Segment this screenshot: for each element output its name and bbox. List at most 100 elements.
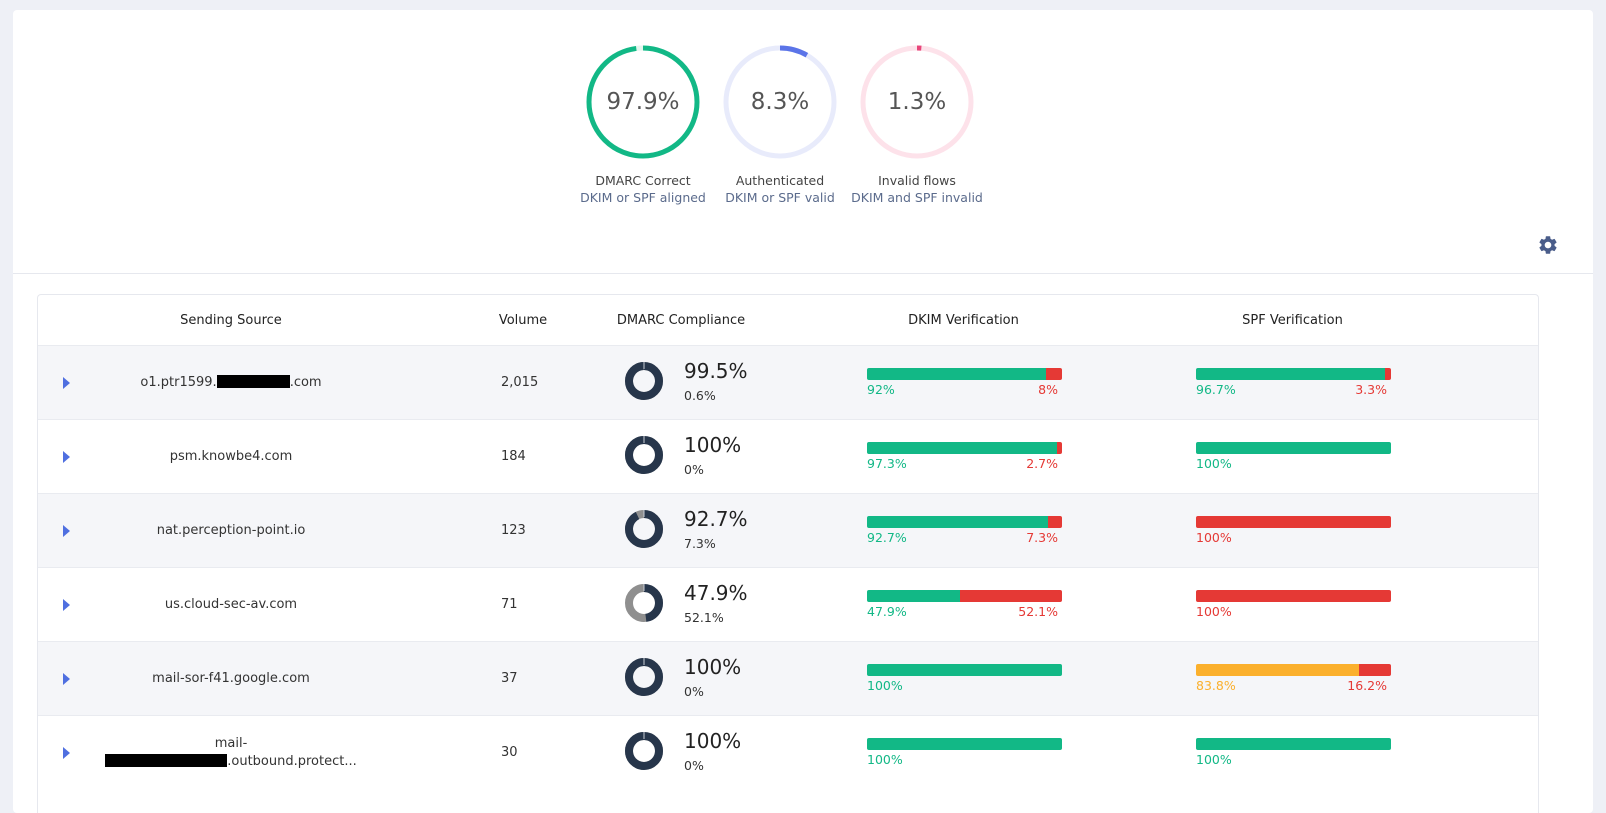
donut-pass-segment [625,658,663,696]
gauge-title: Authenticated [735,173,825,188]
compliance-donut [625,510,663,548]
dkim-bar [867,516,1062,528]
compliance-donut [625,436,663,474]
bar-fail-segment [1046,368,1062,380]
bar-fail-segment [1056,442,1062,454]
volume-cell: 71 [501,597,518,612]
compliance-donut [625,732,663,770]
bar-pass-segment [867,368,1047,380]
gauge-percentage: 97.9% [606,89,680,115]
expand-caret-icon[interactable] [63,673,70,685]
donut-pass-segment [625,436,663,474]
gauge-title: Invalid flows [878,173,956,188]
table-row[interactable]: nat.perception-point.io 123 92.7% 7.3% 92.7%… [38,493,1538,567]
gauge-ring [723,45,837,159]
donut-pass-segment [625,510,663,548]
dkim-bar [867,664,1062,676]
bar-pass-segment [1196,590,1391,602]
header-spf-verification[interactable]: SPF Verification [1242,313,1343,328]
table-row[interactable]: psm.knowbe4.com 184 100% 0% 97.3% 2.7% 100% [38,419,1538,493]
bar-fail-segment [1359,664,1391,676]
source-name: nat.perception-point.io [156,523,306,538]
table-row[interactable]: us.cloud-sec-av.com 71 47.9% 52.1% 47.9% 52.1… [38,567,1538,641]
compliance-percentage: 100% [684,433,742,457]
compliance-donut [625,658,663,696]
table-row[interactable]: mail- .outbound.protect... 30 100% 0% 100% 100… [38,715,1538,789]
dkim-fail-label: 2.7% [1026,456,1058,471]
gauge-arc [723,45,837,159]
dkim-pass-label: 97.3% [867,456,907,471]
compliance-fail-percentage: 52.1% [684,610,724,625]
spf-pass-label: 96.7% [1196,382,1236,397]
dkim-fail-label: 52.1% [1018,604,1058,619]
compliance-percentage: 99.5% [684,359,748,383]
header-dkim-verification[interactable]: DKIM Verification [908,313,1019,328]
expand-caret-icon[interactable] [63,599,70,611]
spf-pass-label: 83.8% [1196,678,1236,693]
compliance-donut [625,362,663,400]
compliance-fail-percentage: 0% [684,684,704,699]
compliance-percentage: 92.7% [684,507,748,531]
donut-pass-segment [625,732,663,770]
table-header: Sending Source Volume DMARC Compliance D… [38,295,1538,345]
gauge-percentage: 1.3% [887,89,947,115]
gear-icon[interactable] [1537,234,1559,256]
gauge-title: DMARC Correct [595,173,691,188]
expand-caret-icon[interactable] [63,747,70,759]
bar-pass-segment [1196,516,1391,528]
source-name: psm.knowbe4.com [169,449,293,464]
header-dmarc-compliance[interactable]: DMARC Compliance [616,313,746,328]
sending-sources-table: Sending Source Volume DMARC Compliance D… [37,294,1539,813]
bar-fail-segment [1384,368,1391,380]
gauge-ring [860,45,974,159]
spf-fail-label: 3.3% [1355,382,1387,397]
compliance-fail-percentage: 0% [684,758,704,773]
spf-bar [1196,590,1391,602]
bar-pass-segment [1196,368,1385,380]
sending-source-cell: mail- .outbound.protect... [98,716,364,790]
spf-pass-label: 100% [1196,604,1232,619]
compliance-percentage: 100% [684,729,742,753]
table-row[interactable]: o1.ptr1599. .com 2,015 99.5% 0.6% 92% 8% 96.7% 3… [38,345,1538,419]
dkim-pass-label: 92% [867,382,895,397]
compliance-fail-percentage: 0.6% [684,388,716,403]
bar-pass-segment [867,516,1048,528]
expand-caret-icon[interactable] [63,377,70,389]
donut-pass-segment [625,362,663,400]
dkim-pass-label: 92.7% [867,530,907,545]
dkim-bar [867,590,1062,602]
dkim-fail-label: 7.3% [1026,530,1058,545]
bar-fail-segment [960,590,1062,602]
volume-cell: 184 [501,449,526,464]
gauge-ring [586,45,700,159]
gauge-subtitle: DKIM or SPF aligned [580,190,706,205]
spf-bar [1196,664,1391,676]
source-name: mail-sor-f41.google.com [152,671,310,686]
redacted-block [216,375,290,388]
bar-pass-segment [1196,442,1391,454]
header-sending-source[interactable]: Sending Source [180,313,282,328]
sending-source-cell: mail-sor-f41.google.com [98,642,364,716]
header-volume[interactable]: Volume [498,313,548,328]
gauge-arc [586,45,700,159]
table-row[interactable]: mail-sor-f41.google.com 37 100% 0% 100% 83.8%… [38,641,1538,715]
expand-caret-icon[interactable] [63,451,70,463]
volume-cell: 2,015 [501,375,539,390]
sending-source-cell: nat.perception-point.io [98,494,364,568]
spf-bar [1196,368,1391,380]
gauge-percentage: 8.3% [750,89,810,115]
spf-fail-label: 16.2% [1347,678,1387,693]
sending-source-cell: psm.knowbe4.com [98,420,364,494]
gauge-dmarc-correct: 97.9% DMARC Correct DKIM or SPF aligned [568,42,718,206]
volume-cell: 30 [501,745,518,760]
spf-pass-label: 100% [1196,530,1232,545]
bar-pass-segment [867,664,1062,676]
compliance-percentage: 100% [684,655,742,679]
source-name: o1.ptr1599. .com [140,375,322,390]
sending-source-cell: us.cloud-sec-av.com [98,568,364,642]
expand-caret-icon[interactable] [63,525,70,537]
gauge-invalid-flows: 1.3% Invalid flows DKIM and SPF invalid [842,42,992,206]
dkim-pass-label: 47.9% [867,604,907,619]
compliance-donut [625,584,663,622]
compliance-fail-percentage: 7.3% [684,536,716,551]
